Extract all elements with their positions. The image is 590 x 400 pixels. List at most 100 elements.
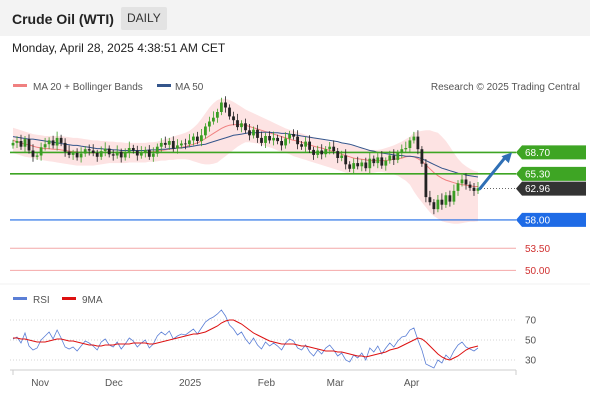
candle (240, 120, 243, 133)
timestamp: Monday, April 28, 2025 4:38:51 AM CET (12, 41, 226, 55)
candle (127, 141, 131, 159)
candle (27, 134, 31, 154)
candle (119, 148, 123, 163)
legend-swatch-rsi (13, 297, 27, 300)
candle (416, 130, 420, 155)
price-tag-65-30: 65.30 (516, 166, 586, 181)
candle (316, 145, 320, 159)
legend-label-rsi: RSI (33, 295, 50, 306)
candle (83, 146, 87, 157)
candle (296, 130, 299, 150)
candle (404, 141, 408, 153)
candle (135, 145, 139, 161)
legend-label-ma20: MA 20 + Bollinger Bands (33, 82, 143, 93)
candle (19, 134, 23, 150)
candle (364, 157, 368, 172)
candle (464, 173, 468, 190)
candle (332, 140, 336, 155)
candle (444, 192, 448, 208)
candle (67, 145, 71, 159)
candle (248, 124, 251, 141)
candle (216, 108, 219, 123)
legend-swatch-ma20 (13, 84, 27, 87)
bollinger-band-area (13, 98, 478, 224)
candle (131, 144, 135, 154)
candle (396, 149, 400, 164)
candle (115, 145, 119, 159)
candle (35, 152, 39, 160)
candle (372, 155, 376, 167)
candle (176, 139, 179, 154)
candle (336, 148, 340, 164)
candle (180, 140, 183, 149)
candle (408, 137, 412, 153)
x-tick-label: Nov (31, 378, 49, 389)
candle (380, 151, 384, 169)
candle (208, 116, 211, 132)
x-tick-label: Feb (258, 378, 276, 389)
candle (75, 148, 79, 161)
x-tick-label: Apr (404, 378, 420, 389)
candle (280, 136, 283, 151)
candle (212, 111, 215, 125)
x-tick-label: Dec (105, 378, 123, 389)
candle (31, 144, 35, 162)
header-bar: Crude Oil (WTI) DAILY (0, 0, 590, 36)
candle (324, 146, 328, 158)
rsi-tick-label: 30 (525, 356, 537, 367)
candle (308, 135, 311, 153)
candle (79, 147, 83, 163)
candle (159, 138, 163, 152)
candle (155, 143, 159, 157)
price-tag-68-70: 68.70 (516, 145, 586, 160)
candle (312, 146, 315, 160)
candle (352, 158, 356, 174)
legend-label-ma50: MA 50 (175, 82, 204, 93)
candle (59, 134, 63, 147)
candle (55, 131, 59, 151)
candle (111, 149, 115, 161)
candle (39, 142, 43, 161)
candle (392, 149, 396, 165)
candle (460, 174, 464, 187)
main-plot-area: 68.70 65.30 62.96 58.00 53.50 50.00 (10, 96, 586, 277)
projection-arrow (478, 152, 512, 191)
timeframe-badge[interactable]: DAILY (121, 7, 167, 30)
candle (107, 145, 111, 158)
candle (99, 146, 103, 160)
candle (163, 136, 167, 148)
candle (292, 129, 295, 140)
rsi-plot-area: 30 50 70 (10, 309, 537, 369)
candle (151, 147, 155, 162)
price-tag-62-96: 62.96 (516, 181, 586, 196)
instrument-title: Crude Oil (WTI) (12, 11, 114, 27)
candle (472, 183, 476, 196)
candle (11, 139, 15, 149)
rsi-ma-line (13, 319, 479, 361)
candle (448, 190, 452, 207)
candle (340, 150, 344, 162)
candle (428, 190, 432, 206)
candle (264, 132, 267, 148)
candle (468, 181, 472, 191)
research-credit: Research © 2025 Trading Central (431, 82, 580, 93)
candle (452, 184, 456, 205)
legend-label-rsi-ma: 9MA (82, 295, 103, 306)
candle (184, 138, 187, 150)
candle (87, 144, 91, 156)
candle (51, 135, 55, 149)
price-tag-58-00: 58.00 (516, 212, 586, 227)
candle (320, 144, 324, 160)
candle (368, 152, 372, 174)
candle (344, 149, 348, 170)
candle (196, 131, 199, 145)
candle (103, 142, 107, 157)
candle (424, 159, 428, 203)
x-tick-label: Mar (327, 378, 345, 389)
candle (139, 146, 143, 159)
candle (436, 195, 440, 213)
candle (43, 137, 47, 151)
rsi-tick-label: 50 (525, 336, 537, 347)
candle (171, 136, 175, 152)
